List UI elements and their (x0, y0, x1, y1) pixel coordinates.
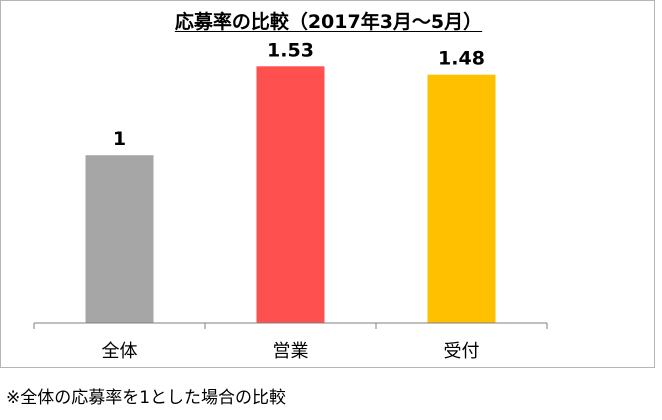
chart-frame: 応募率の比較（2017年3月～5月） 1 全体 1.53 営業 1.48 受付 (0, 0, 655, 368)
bar-chart: 1 全体 1.53 営業 1.48 受付 (33, 39, 548, 362)
data-label-2: 1.53 (267, 39, 314, 61)
bar-2 (256, 66, 325, 324)
bar-3 (427, 74, 496, 323)
data-label-3: 1.48 (438, 48, 485, 70)
category-label-1: 全体 (102, 341, 138, 362)
chart-title: 応募率の比較（2017年3月～5月） (174, 11, 483, 33)
bar-1 (85, 155, 154, 323)
category-label-3: 受付 (444, 341, 480, 362)
category-label-2: 営業 (273, 341, 309, 362)
footnote: ※全体の応募率を1とした場合の比較 (6, 388, 287, 408)
data-label-1: 1 (113, 128, 126, 150)
